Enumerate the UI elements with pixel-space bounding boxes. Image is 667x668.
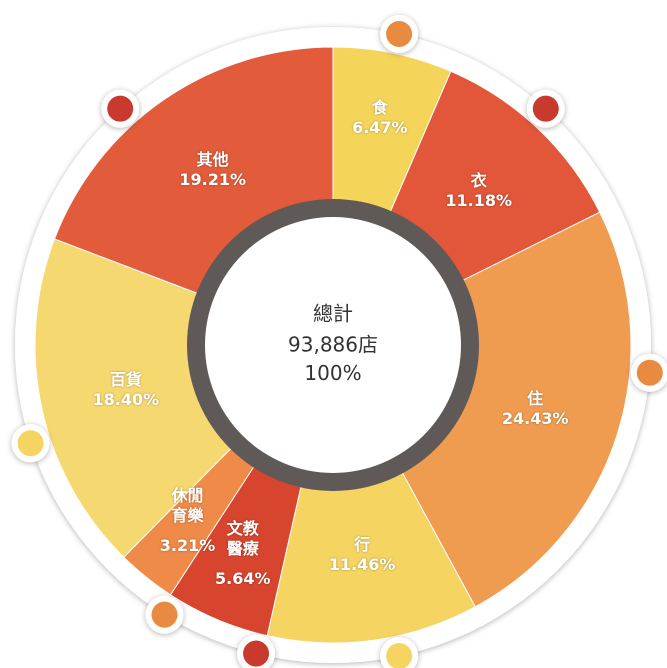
center-percent: 100% xyxy=(304,361,362,385)
decor-dot-fill xyxy=(107,95,134,122)
slice-percent: 6.47% xyxy=(352,117,408,137)
slice-percent: 3.21% xyxy=(159,535,216,555)
slice-percent: 19.21% xyxy=(179,170,246,190)
decor-dot-fill xyxy=(151,601,178,628)
slice-percent: 11.18% xyxy=(445,191,513,210)
decor-dot-fill xyxy=(17,430,44,457)
slice-label: 休閒 育樂 xyxy=(171,485,204,525)
slice-label: 百貨 xyxy=(109,370,142,390)
slice-label: 行 xyxy=(354,534,371,554)
decor-dot-fill xyxy=(636,359,663,386)
slice-label: 文教 醫療 xyxy=(226,518,259,558)
slice-percent: 18.40% xyxy=(92,390,160,410)
hole xyxy=(205,217,461,473)
center-total: 93,886店 xyxy=(288,332,378,357)
center-title: 總計 xyxy=(313,301,353,326)
slice-percent: 5.64% xyxy=(214,568,271,588)
decor-dot-fill xyxy=(386,20,413,47)
slice-label: 住 xyxy=(527,388,544,408)
slice-label: 衣 xyxy=(470,171,487,190)
slice-label: 其他 xyxy=(196,150,229,170)
slice-label: 食 xyxy=(371,97,388,117)
slice-percent: 24.43% xyxy=(501,408,569,428)
decor-dot-fill xyxy=(532,95,559,122)
decor-dot-fill xyxy=(243,640,270,667)
decor-dot-fill xyxy=(386,643,413,668)
slice-percent: 11.46% xyxy=(328,554,396,574)
